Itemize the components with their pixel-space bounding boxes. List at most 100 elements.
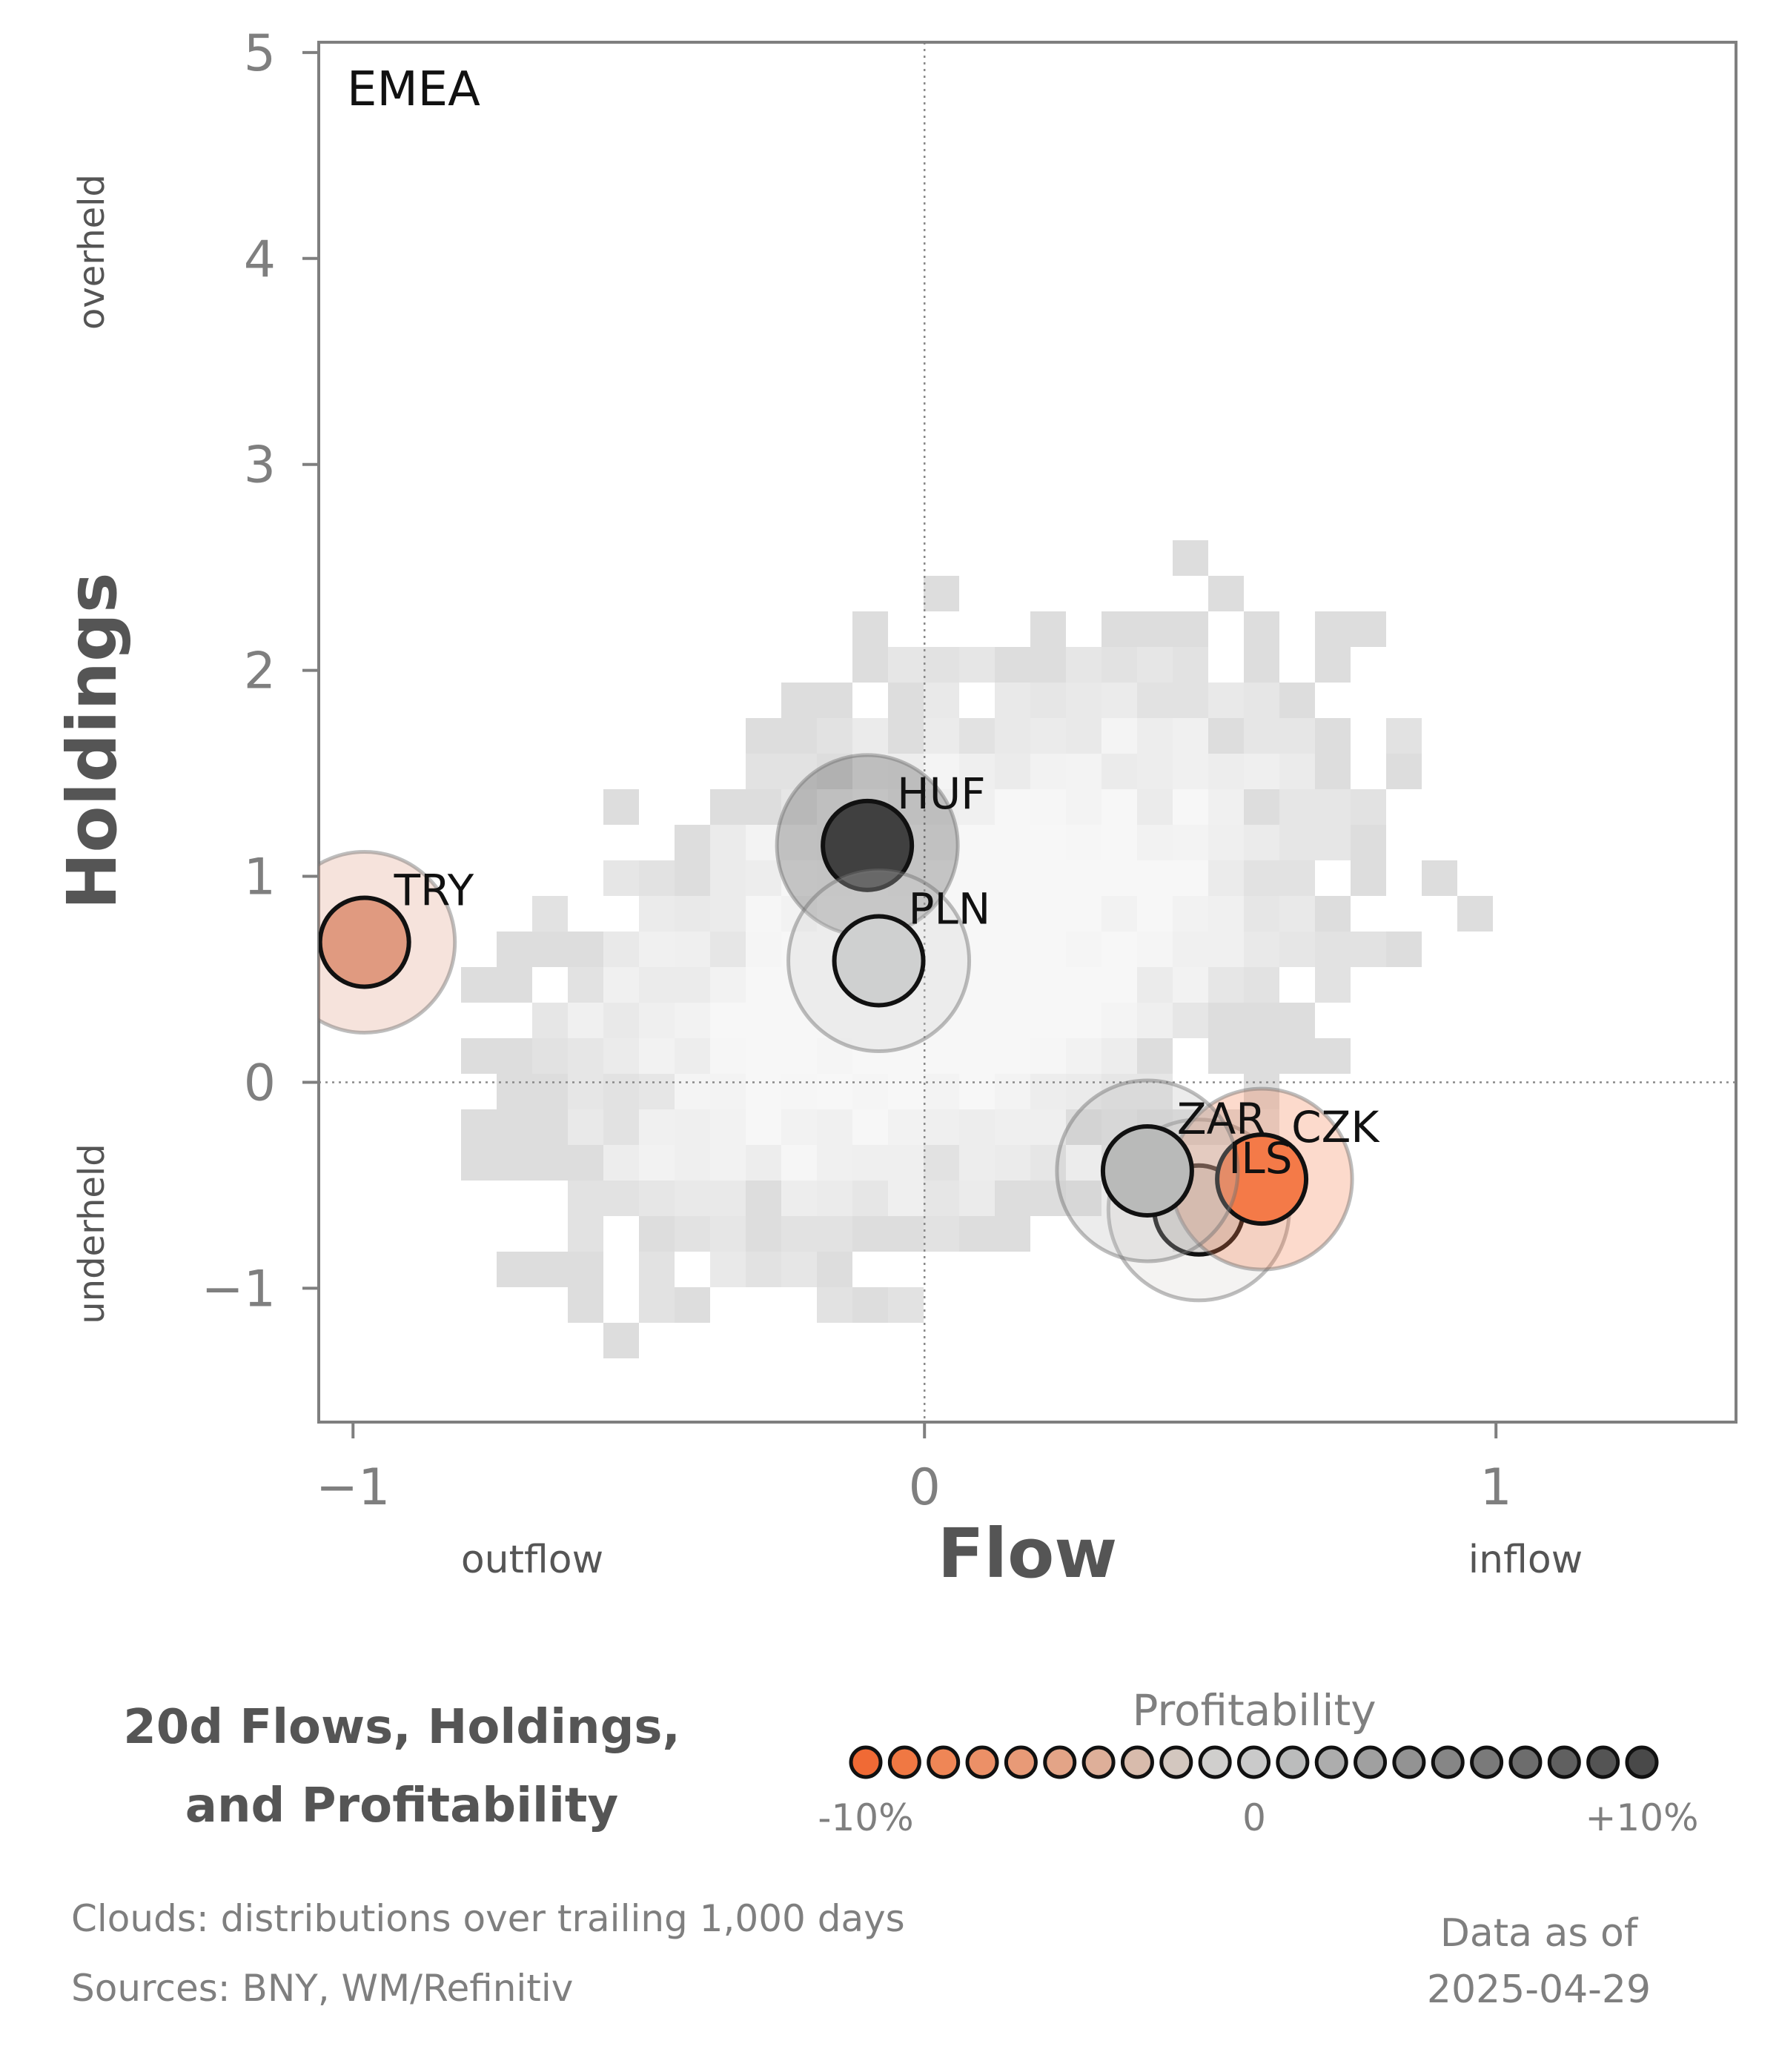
cloud-cell (532, 932, 568, 967)
cloud-cell (1244, 825, 1279, 860)
cloud-cell (568, 1038, 603, 1074)
data-as-of-label: Data as of (1440, 1911, 1639, 1956)
cloud-cell (461, 967, 497, 1003)
cloud-cell (1244, 718, 1279, 754)
y-axis-ticks: −1 0 1 2 3 4 5 (202, 24, 319, 1318)
cloud-cell (568, 1003, 603, 1038)
cloud-cell (1066, 1109, 1101, 1145)
cloud-cell (781, 754, 817, 789)
cloud-cell (817, 1145, 852, 1181)
cloud-cell (817, 1216, 852, 1252)
cloud-cell (639, 1038, 675, 1074)
cloud-cell (639, 1287, 675, 1323)
cloud-cell (710, 896, 746, 932)
cloud-cell (1030, 683, 1066, 718)
colorbar-swatch (1625, 1745, 1659, 1779)
cloud-cell (781, 825, 817, 860)
cloud-cell (1351, 611, 1386, 647)
cloud-cell (959, 967, 995, 1003)
cloud-cell (924, 1038, 959, 1074)
cloud-cell (1101, 896, 1137, 932)
cloud-cell (461, 1109, 497, 1145)
cloud-cell (1030, 1181, 1066, 1216)
cloud-cell (603, 1074, 639, 1109)
cloud-cell (1244, 932, 1279, 967)
cloud-cell (995, 683, 1030, 718)
cloud-cell (497, 1074, 532, 1109)
cloud-cell (924, 860, 959, 896)
cloud-cell (995, 789, 1030, 825)
cloud-cell (639, 967, 675, 1003)
cloud-cell (568, 1181, 603, 1216)
cloud-cell (1173, 860, 1208, 896)
cloud-cell (1386, 932, 1422, 967)
chart-title-line-2: and Profitability (185, 1779, 618, 1833)
cloud-cell (532, 1003, 568, 1038)
colorbar-swatch (1120, 1745, 1154, 1779)
cloud-cell (603, 1003, 639, 1038)
cloud-cell (924, 967, 959, 1003)
cloud-cell (995, 754, 1030, 789)
cloud-cell (1279, 718, 1315, 754)
cloud-cell (888, 1181, 924, 1216)
cloud-cell (675, 825, 710, 860)
cloud-cell (1208, 1038, 1244, 1074)
cloud-cell (888, 1216, 924, 1252)
cloud-cell (1066, 718, 1101, 754)
cloud-cell (924, 718, 959, 754)
cloud-cell (888, 683, 924, 718)
cloud-cell (497, 967, 532, 1003)
cloud-cell (924, 896, 959, 932)
cloud-cell (603, 1181, 639, 1216)
cloud-cell (603, 932, 639, 967)
cloud-cell (1030, 860, 1066, 896)
cloud-cell (497, 1109, 532, 1145)
cloud-cell (924, 754, 959, 789)
cloud-cell (1244, 789, 1279, 825)
cloud-cell (888, 1109, 924, 1145)
cloud-cell (995, 1109, 1030, 1145)
cloud-cell (995, 1074, 1030, 1109)
cloud-cell (1066, 1181, 1101, 1216)
cloud-cell (781, 1145, 817, 1181)
cloud-cell (1208, 896, 1244, 932)
cloud-cell (1030, 1038, 1066, 1074)
clouds-note: Clouds: distributions over trailing 1,00… (71, 1897, 905, 1940)
cloud-cell (1315, 718, 1351, 754)
cloud-cell (852, 1181, 888, 1216)
cloud-cell (1244, 647, 1279, 683)
cloud-cell (710, 932, 746, 967)
cloud-cell (710, 1003, 746, 1038)
cloud-cell (1208, 576, 1244, 611)
cloud-cell (1208, 932, 1244, 967)
cloud-cell (746, 1109, 781, 1145)
cloud-cell (1066, 1038, 1101, 1074)
cloud-cell (924, 1109, 959, 1145)
cloud-cell (710, 1074, 746, 1109)
cloud-cell (1244, 683, 1279, 718)
cloud-cell (675, 967, 710, 1003)
cloud-cell (1030, 825, 1066, 860)
cloud-cell (888, 718, 924, 754)
cloud-cell (1101, 718, 1137, 754)
cloud-cell (1137, 789, 1173, 825)
cloud-cell (1137, 647, 1173, 683)
point-marker-try (319, 895, 411, 989)
cloud-cell (1279, 789, 1315, 825)
cloud-cell (710, 825, 746, 860)
cloud-cell (1173, 647, 1208, 683)
cloud-cell (852, 1109, 888, 1145)
cloud-cell (603, 789, 639, 825)
colorbar-swatch (1043, 1745, 1077, 1779)
cloud-cell (995, 1003, 1030, 1038)
cloud-cell (959, 1216, 995, 1252)
cloud-cell (995, 1145, 1030, 1181)
cloud-cell (817, 718, 852, 754)
cloud-cell (1208, 718, 1244, 754)
cloud-cell (924, 647, 959, 683)
cloud-cell (746, 718, 781, 754)
cloud-cell (852, 647, 888, 683)
cloud-cell (781, 967, 817, 1003)
